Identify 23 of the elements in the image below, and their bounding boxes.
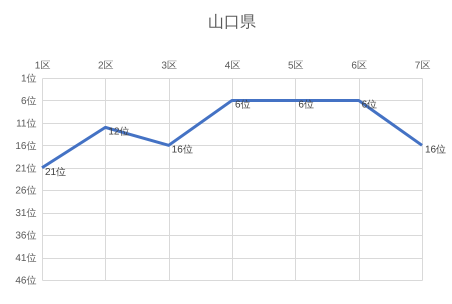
y-tick-label: 21位 [15, 162, 36, 174]
data-label: 16位 [425, 143, 446, 156]
x-tick-label: 5区 [288, 60, 304, 72]
data-label: 6位 [298, 98, 314, 110]
y-tick-label: 41位 [15, 252, 36, 264]
y-tick-label: 31位 [15, 207, 36, 220]
x-tick-label: 3区 [161, 60, 177, 72]
y-tick-label: 26位 [15, 184, 36, 197]
x-tick-label: 4区 [224, 60, 240, 72]
x-tick-label: 1区 [34, 60, 50, 72]
x-tick-label: 7区 [414, 60, 430, 72]
y-tick-label: 46位 [15, 274, 36, 286]
y-tick-label: 16位 [15, 140, 36, 152]
x-tick-label: 2区 [98, 60, 114, 72]
y-tick-label: 36位 [15, 230, 36, 242]
data-label: 21位 [45, 166, 66, 178]
y-tick-label: 6位 [20, 94, 36, 107]
data-label: 6位 [235, 98, 251, 110]
data-label: 16位 [172, 143, 193, 156]
y-tick-label: 1位 [20, 72, 36, 84]
y-tick-label: 11位 [16, 117, 36, 130]
x-tick-label: 6区 [351, 60, 367, 72]
chart-title: 山口県 [208, 13, 256, 31]
